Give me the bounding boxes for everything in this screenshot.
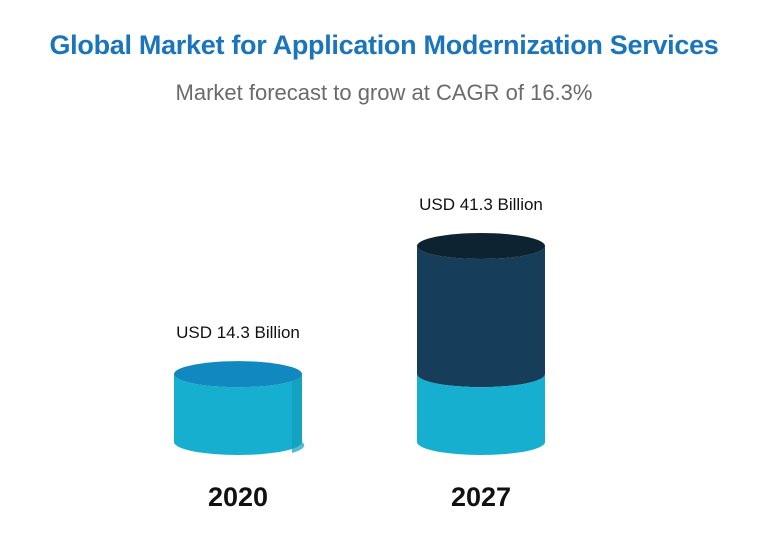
bar-2020-top <box>174 361 302 388</box>
bar-2020-shade <box>292 374 305 453</box>
value-label-2027: USD 41.3 Billion <box>419 195 543 214</box>
category-label-2027: 2027 <box>451 482 511 512</box>
value-label-2020: USD 14.3 Billion <box>176 323 300 342</box>
chart-title: Global Market for Application Modernizat… <box>49 30 719 60</box>
bar-2020-body <box>174 374 302 455</box>
chart-subtitle: Market forecast to grow at CAGR of 16.3% <box>175 80 593 105</box>
bar-2027-growth-segment <box>417 246 545 388</box>
bar-2027-top <box>417 233 545 259</box>
category-label-2020: 2020 <box>208 482 268 512</box>
bar-2027-base-segment <box>417 374 545 455</box>
